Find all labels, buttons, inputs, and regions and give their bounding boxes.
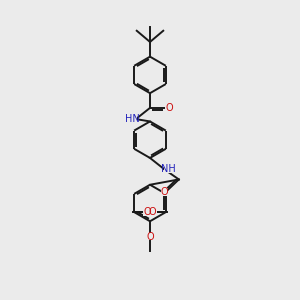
Bar: [143, 208, 152, 216]
Text: HN: HN: [125, 114, 140, 124]
Bar: [161, 189, 167, 196]
Bar: [166, 104, 172, 111]
Bar: [164, 166, 172, 173]
Text: O: O: [146, 232, 154, 242]
Text: O: O: [144, 207, 152, 217]
Text: NH: NH: [160, 164, 175, 174]
Bar: [148, 208, 157, 216]
Bar: [146, 233, 154, 240]
Text: O: O: [148, 207, 156, 217]
Text: O: O: [165, 103, 173, 113]
Text: O: O: [160, 187, 168, 197]
Bar: [127, 116, 137, 123]
